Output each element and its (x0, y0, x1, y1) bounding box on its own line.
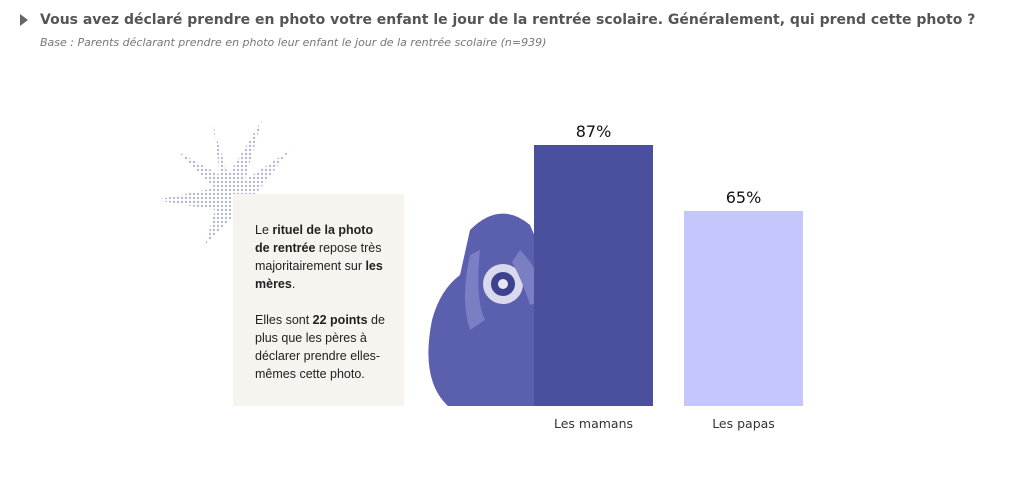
title-marker (20, 14, 28, 26)
value-label: 87% (576, 122, 612, 141)
annotation-text: rituel de la photo de rentrée (255, 223, 374, 255)
chart-title: Vous avez déclaré prendre en photo votre… (40, 12, 976, 28)
annotation-text: de plus que les pères à déclarer prendre… (255, 313, 385, 381)
annotation-paragraph: Elles sont 22 points de plus que les pèr… (255, 311, 386, 383)
chart-subtitle: Base : Parents déclarant prendre en phot… (40, 36, 547, 49)
bar (684, 211, 803, 406)
annotation-paragraph: Le rituel de la photo de rentrée repose … (255, 221, 386, 293)
value-label: 65% (726, 188, 762, 207)
annotation-box: Le rituel de la photo de rentrée repose … (233, 194, 404, 406)
category-label: Les mamans (554, 416, 633, 431)
annotation-text: Le (255, 223, 273, 237)
annotation-text: Elles sont (255, 313, 313, 327)
category-label: Les papas (712, 416, 775, 431)
annotation-text: les mères (255, 259, 383, 291)
annotation-text: . (291, 277, 296, 291)
annotation-text: repose très majoritairement sur (255, 241, 382, 273)
annotation-text: 22 points (312, 313, 368, 327)
star-decoration (155, 120, 300, 255)
bar (534, 145, 653, 406)
